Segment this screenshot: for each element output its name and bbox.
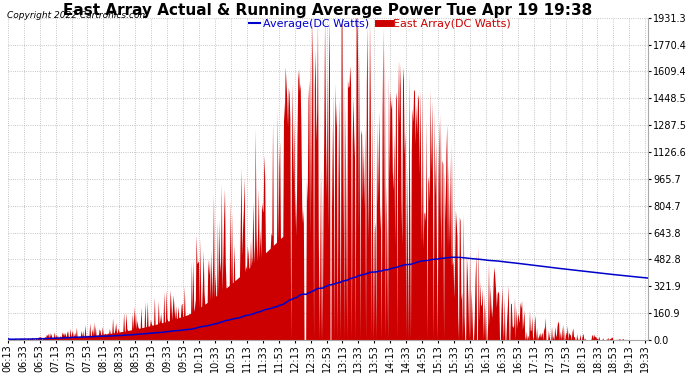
Title: East Array Actual & Running Average Power Tue Apr 19 19:38: East Array Actual & Running Average Powe… xyxy=(63,3,592,18)
Legend: Average(DC Watts), East Array(DC Watts): Average(DC Watts), East Array(DC Watts) xyxy=(244,15,515,33)
Text: Copyright 2022 Cartronics.com: Copyright 2022 Cartronics.com xyxy=(7,11,148,20)
